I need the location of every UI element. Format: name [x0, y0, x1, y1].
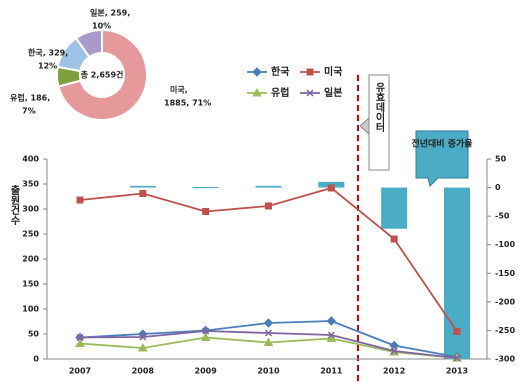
legend-marker [306, 68, 314, 76]
y-tick-label: 250 [22, 230, 39, 239]
pie-slice [74, 28, 103, 59]
legend-marker [306, 89, 314, 97]
annotation: 유효데이터 [373, 82, 385, 133]
marker [200, 332, 211, 341]
bar [192, 187, 219, 188]
marker [139, 333, 147, 341]
marker [263, 337, 274, 346]
marker [202, 327, 210, 335]
marker [453, 354, 461, 362]
legend-marker [252, 87, 262, 97]
y2-tick-label: -50 [495, 212, 510, 221]
pie-label: 한국, 329, [28, 48, 68, 58]
pie-label: 10% [92, 22, 111, 31]
y2-tick-label: -250 [495, 326, 515, 335]
legend-label: 일본 [324, 86, 342, 99]
marker [137, 342, 148, 352]
pie-total: 총 2,659건 [81, 70, 124, 80]
marker [264, 329, 273, 337]
y2-tick-label: -150 [495, 269, 515, 278]
bar [255, 185, 282, 188]
y2-tick-label: -200 [495, 297, 515, 306]
bar [129, 185, 156, 188]
marker [453, 328, 461, 335]
pie-label: 1885, 71% [164, 99, 211, 108]
marker [390, 235, 398, 243]
marker [390, 347, 398, 355]
annotation-arrow [359, 116, 370, 136]
pie-label: 7% [22, 107, 36, 116]
marker [263, 318, 274, 328]
y-axis-title: 출원건수 [8, 184, 20, 226]
y-tick-label: 0 [33, 355, 39, 364]
y-tick-label: 400 [22, 155, 39, 164]
marker [76, 333, 84, 342]
marker [265, 202, 272, 210]
y-tick-label: 300 [22, 205, 39, 214]
marker [76, 196, 84, 204]
pie-label: 일본, 259, [90, 8, 130, 18]
x-tick-label: 2013 [446, 367, 468, 376]
y-tick-label: 150 [22, 280, 39, 289]
x-tick-label: 2009 [195, 367, 218, 376]
callout-text: 전년대비 증가율 [411, 138, 472, 150]
y2-tick-label: -100 [495, 240, 515, 249]
y2-tick-label: 50 [495, 155, 507, 164]
x-tick-label: 2010 [257, 367, 280, 376]
y-tick-label: 50 [28, 330, 40, 339]
legend-marker [252, 67, 262, 77]
legend-label: 미국 [324, 65, 342, 78]
legend-label: 유럽 [271, 86, 289, 99]
y-tick-label: 100 [22, 305, 39, 314]
y-tick-label: 350 [22, 180, 39, 189]
marker [327, 331, 335, 339]
x-tick-label: 2012 [383, 367, 405, 376]
legend-label: 한국 [271, 66, 289, 78]
x-tick-label: 2007 [69, 367, 91, 376]
y-tick-label: 200 [22, 255, 39, 264]
marker [75, 338, 85, 347]
marker [139, 190, 147, 197]
pie-slice [57, 28, 148, 121]
callout-box [415, 130, 469, 187]
pie-label: 유럽, 186, [10, 93, 50, 103]
y2-tick-label: -300 [495, 355, 515, 364]
pie-label: 미국, [170, 85, 188, 95]
x-tick-label: 2011 [320, 367, 343, 376]
x-tick-label: 2008 [132, 367, 155, 376]
y2-tick-label: 0 [495, 183, 501, 192]
marker [202, 208, 210, 215]
pie-label: 12% [38, 62, 57, 71]
marker [327, 184, 335, 192]
marker [326, 316, 337, 326]
bar [381, 187, 408, 229]
